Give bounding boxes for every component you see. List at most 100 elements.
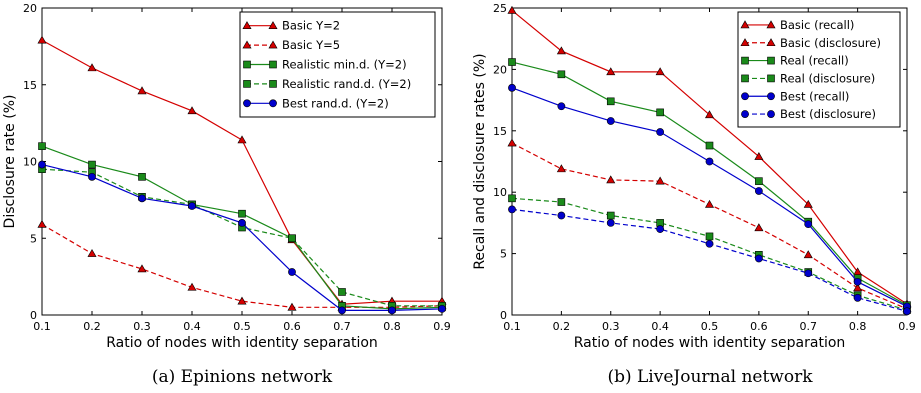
y-tick-label: 5	[500, 248, 507, 261]
x-tick-label: 0.2	[83, 320, 101, 333]
data-point	[754, 187, 763, 195]
legend-marker	[242, 40, 252, 49]
data-point	[704, 199, 715, 208]
legend-label: Realistic rand.d. (Y=2)	[282, 77, 411, 91]
legend-marker	[269, 60, 277, 69]
x-tick-label: 0.9	[898, 320, 916, 333]
data-point	[388, 306, 396, 315]
data-point	[137, 264, 147, 273]
data-point	[754, 223, 764, 232]
x-tick-label: 0.7	[333, 320, 351, 333]
x-axis-label: Ratio of nodes with identity separation	[106, 335, 378, 351]
series-4	[508, 194, 911, 314]
y-tick-label: 5	[30, 232, 37, 245]
data-point	[755, 177, 763, 185]
data-point	[557, 198, 566, 206]
x-tick-label: 0.7	[800, 320, 818, 333]
data-point	[288, 268, 296, 276]
y-axis-label: Disclosure rate (%)	[2, 95, 18, 229]
data-point	[187, 106, 197, 115]
y-tick-label: 20	[23, 2, 37, 15]
data-point	[556, 46, 566, 55]
data-point	[655, 176, 665, 185]
data-point	[338, 288, 346, 296]
legend-marker	[243, 99, 251, 108]
x-tick-label: 0.8	[383, 320, 401, 333]
legend-label: Basic Y=2	[282, 19, 340, 33]
data-point	[705, 232, 714, 241]
data-point	[655, 67, 665, 76]
x-tick-label: 0.4	[183, 320, 201, 333]
legend-marker	[767, 110, 775, 118]
legend-label: Best (disclosure)	[780, 107, 876, 121]
data-point	[137, 86, 147, 95]
legend-marker	[766, 20, 776, 29]
y-tick-label: 10	[493, 186, 507, 199]
legend-marker	[766, 38, 776, 47]
data-point	[37, 219, 47, 228]
y-tick-label: 15	[23, 79, 37, 92]
data-point	[238, 218, 246, 227]
data-point	[508, 194, 516, 203]
data-point	[853, 283, 863, 292]
x-tick-label: 0.4	[651, 320, 669, 333]
data-point	[754, 254, 763, 263]
legend-marker	[741, 74, 749, 83]
legend-marker	[741, 110, 749, 118]
legend: Basic Y=2 Basic Y=5 Realistic min.d. (Y=2)…	[239, 11, 436, 118]
x-tick-label: 0.2	[553, 320, 571, 333]
data-point	[853, 293, 862, 302]
y-tick-label: 15	[493, 125, 507, 138]
y-tick-label: 20	[493, 63, 507, 76]
data-point	[803, 199, 813, 208]
data-point	[508, 58, 516, 66]
legend-marker	[741, 92, 749, 101]
data-point	[287, 302, 297, 311]
data-point	[508, 83, 516, 92]
legend-label: Realistic min.d. (Y=2)	[282, 58, 407, 72]
series-5	[508, 83, 911, 311]
y-tick-label: 10	[23, 156, 37, 169]
data-point	[508, 205, 516, 214]
data-point	[38, 160, 46, 169]
data-point	[803, 250, 813, 259]
data-point	[606, 175, 616, 184]
data-point	[87, 63, 97, 72]
data-point	[804, 269, 813, 278]
data-point	[903, 307, 911, 316]
legend-marker	[269, 99, 277, 108]
data-point	[238, 209, 246, 218]
legend-label: Best (recall)	[780, 89, 849, 103]
data-point	[438, 304, 446, 313]
data-point	[656, 128, 665, 136]
data-point	[138, 173, 146, 181]
y-axis-label: Recall and disclosure rates (%)	[472, 53, 488, 269]
legend-marker	[740, 38, 750, 47]
data-point	[705, 141, 714, 150]
legend-label: Basic Y=5	[282, 38, 340, 52]
figure-caption: (a) Epinions network	[152, 367, 333, 387]
series-5	[38, 160, 446, 315]
legend-marker	[243, 80, 251, 88]
legend-marker	[268, 21, 278, 30]
data-point	[88, 160, 96, 169]
x-tick-label: 0.8	[849, 320, 867, 333]
data-point	[606, 211, 615, 220]
x-tick-label: 0.5	[233, 320, 251, 333]
data-point	[656, 108, 664, 117]
series-4	[38, 165, 446, 310]
series-line	[41, 163, 443, 311]
series-2	[37, 219, 447, 311]
legend-marker	[740, 20, 750, 29]
legend-marker	[767, 74, 775, 83]
legend-label: Basic (recall)	[780, 18, 854, 32]
series-line	[511, 208, 908, 312]
y-tick-label: 0	[500, 309, 507, 322]
x-tick-label: 0.3	[602, 320, 620, 333]
legend: Basic (recall) Basic (disclosure) Real (re…	[737, 11, 901, 128]
y-tick-label: 0	[30, 309, 37, 322]
figure-caption: (b) LiveJournal network	[607, 367, 813, 387]
data-point	[704, 110, 715, 119]
legend-marker	[767, 92, 775, 101]
